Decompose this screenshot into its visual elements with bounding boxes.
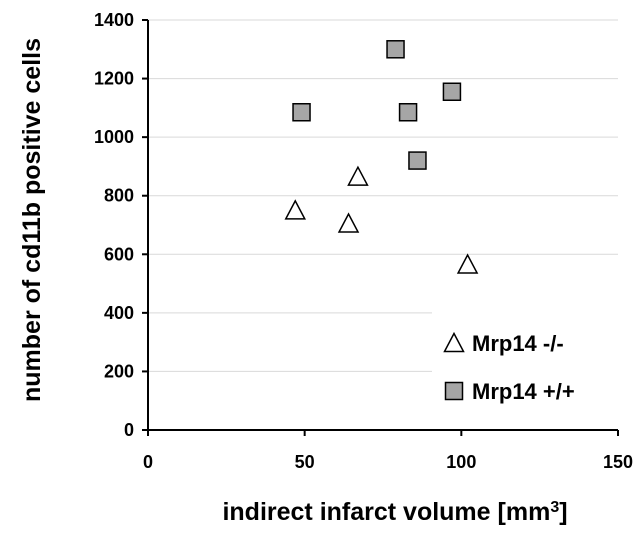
y-tick-label: 800 (104, 186, 134, 206)
axes (147, 20, 618, 431)
y-tick-label: 200 (104, 361, 134, 381)
y-tick-labels: 0 200 400 600 800 1000 1200 1400 (94, 10, 134, 440)
y-tick-label: 1000 (94, 127, 134, 147)
legend-marker-square (444, 381, 464, 401)
x-tick-label: 0 (143, 452, 153, 472)
data-point-triangle (284, 199, 307, 220)
data-point-triangle (337, 212, 360, 233)
legend-label: Mrp14 -/- (472, 331, 564, 356)
data-point-square (292, 103, 311, 122)
y-axis-title: number of cd11b positive cells (18, 38, 46, 402)
x-axis-title-superscript: 3 (550, 499, 559, 516)
y-tick-label: 600 (104, 244, 134, 264)
x-tick-labels: 0 50 100 150 (143, 452, 633, 472)
data-points (284, 40, 479, 274)
data-point-square (386, 40, 405, 59)
legend-box (432, 312, 618, 429)
gridlines (142, 19, 619, 436)
legend-marker-triangle (443, 331, 465, 353)
legend: Mrp14 -/- Mrp14 +/+ (432, 312, 618, 429)
y-tick-label: 0 (124, 420, 134, 440)
data-point-square (408, 151, 427, 170)
y-tick-label: 1400 (94, 10, 134, 30)
x-axis-title-suffix: ] (559, 498, 567, 526)
data-point-triangle (347, 165, 369, 186)
legend-label: Mrp14 +/+ (472, 379, 575, 404)
x-axis-title: indirect infarct volume [mm3] (222, 498, 567, 526)
data-point-triangle (456, 253, 479, 274)
x-tick-label: 100 (446, 452, 476, 472)
x-axis-title-text: indirect infarct volume [mm (222, 498, 550, 526)
y-tick-label: 400 (104, 303, 134, 323)
data-point-square (442, 82, 462, 101)
x-tick-label: 150 (603, 452, 633, 472)
data-point-square (398, 103, 418, 122)
y-tick-label: 1200 (94, 69, 134, 89)
x-tick-label: 50 (295, 452, 315, 472)
